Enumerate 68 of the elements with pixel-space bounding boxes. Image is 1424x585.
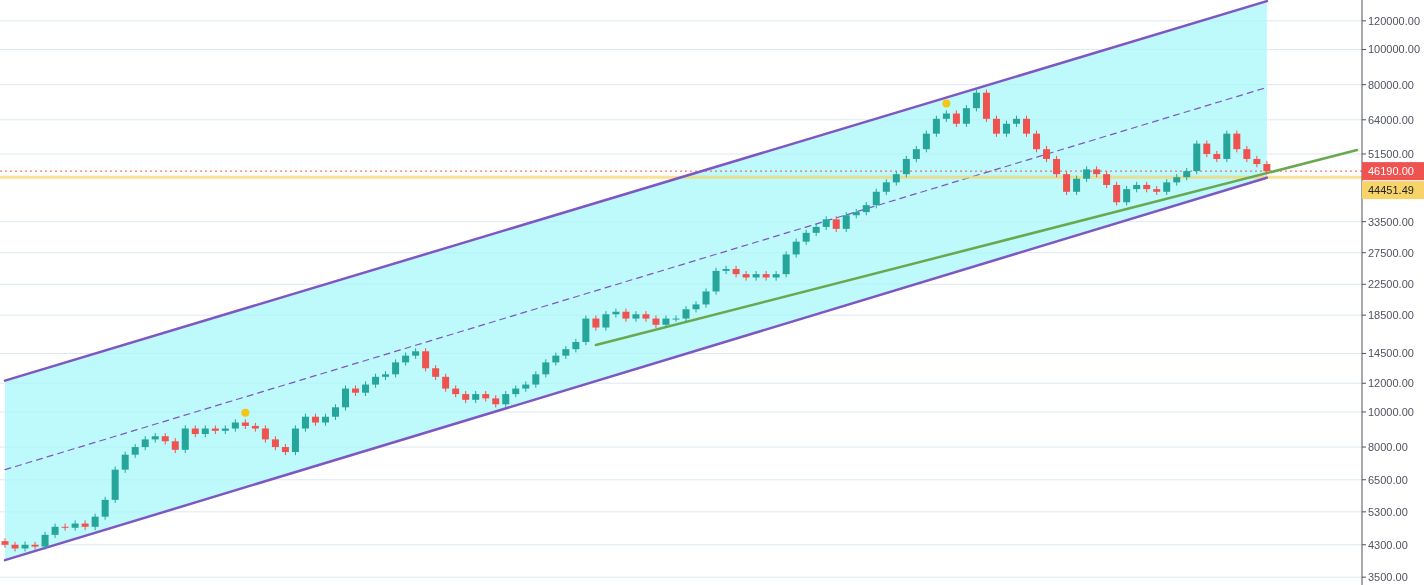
candlestick: [121, 451, 129, 474]
candlestick: [31, 541, 39, 551]
candlestick: [422, 347, 430, 372]
y-tick-label: 27500.00: [1368, 246, 1414, 259]
candlestick: [181, 424, 189, 454]
candlestick: [962, 104, 970, 128]
candlestick: [81, 519, 89, 531]
candlestick: [732, 265, 740, 278]
candlestick: [71, 519, 79, 532]
candlestick: [1233, 130, 1241, 153]
y-tick-label: 3500.00: [1368, 571, 1408, 584]
candlestick: [702, 287, 710, 309]
candlestick: [291, 424, 299, 456]
candlestick: [972, 89, 980, 112]
y-tick-label: 8000.00: [1368, 440, 1408, 453]
candlestick: [712, 267, 720, 296]
y-tick-label: 64000.00: [1368, 113, 1414, 126]
candlestick: [752, 270, 760, 282]
candlestick: [782, 250, 790, 278]
y-tick-label: 22500.00: [1368, 278, 1414, 291]
y-tick-label: 18500.00: [1368, 308, 1414, 321]
candlestick: [762, 270, 770, 282]
y-tick-label: 4300.00: [1368, 538, 1408, 551]
candlestick: [672, 314, 680, 323]
candlestick: [1113, 181, 1121, 206]
candlestick: [632, 310, 640, 323]
candlestick: [592, 314, 600, 332]
candlestick: [342, 384, 350, 412]
candlestick: [642, 310, 650, 323]
y-tick-label: 51500.00: [1368, 147, 1414, 160]
y-tick-label: 100000.00: [1368, 43, 1420, 56]
ref-line-label: 46190.00: [1368, 164, 1414, 177]
candlestick: [722, 265, 730, 275]
y-tick-label: 14500.00: [1368, 347, 1414, 360]
candlestick: [622, 308, 630, 323]
y-tick-label: 120000.00: [1368, 14, 1420, 27]
candlestick: [792, 238, 800, 259]
y-tick-label: 80000.00: [1368, 78, 1414, 91]
y-tick-label: 5300.00: [1368, 505, 1408, 518]
candlestick: [692, 300, 700, 313]
candlestick: [542, 358, 550, 378]
candlestick: [1123, 185, 1131, 206]
candlestick: [442, 373, 450, 393]
candlestick: [872, 188, 880, 209]
candlestick: [772, 270, 780, 282]
candlestick: [582, 314, 590, 346]
candlestick: [1, 537, 9, 549]
candlestick: [902, 155, 910, 178]
candlestick: [992, 115, 1000, 138]
candlestick: [1033, 130, 1041, 153]
y-tick-label: 6500.00: [1368, 473, 1408, 486]
y-tick-label: 33500.00: [1368, 215, 1414, 228]
candlestick: [1073, 175, 1081, 196]
candlestick: [301, 413, 309, 433]
y-tick-label: 10000.00: [1368, 405, 1414, 418]
candlestick: [392, 358, 400, 378]
ref-line-label: 44451.49: [1368, 183, 1414, 196]
candlestick: [932, 115, 940, 138]
candlestick: [602, 310, 610, 332]
candlestick: [101, 496, 109, 521]
candlestick: [1023, 115, 1031, 138]
candlestick: [922, 130, 930, 153]
y-tick-label: 12000.00: [1368, 377, 1414, 390]
candlestick: [652, 314, 660, 329]
candlestick: [61, 523, 69, 532]
candlestick: [842, 211, 850, 233]
candlestick: [742, 270, 750, 282]
candlestick: [662, 314, 670, 329]
